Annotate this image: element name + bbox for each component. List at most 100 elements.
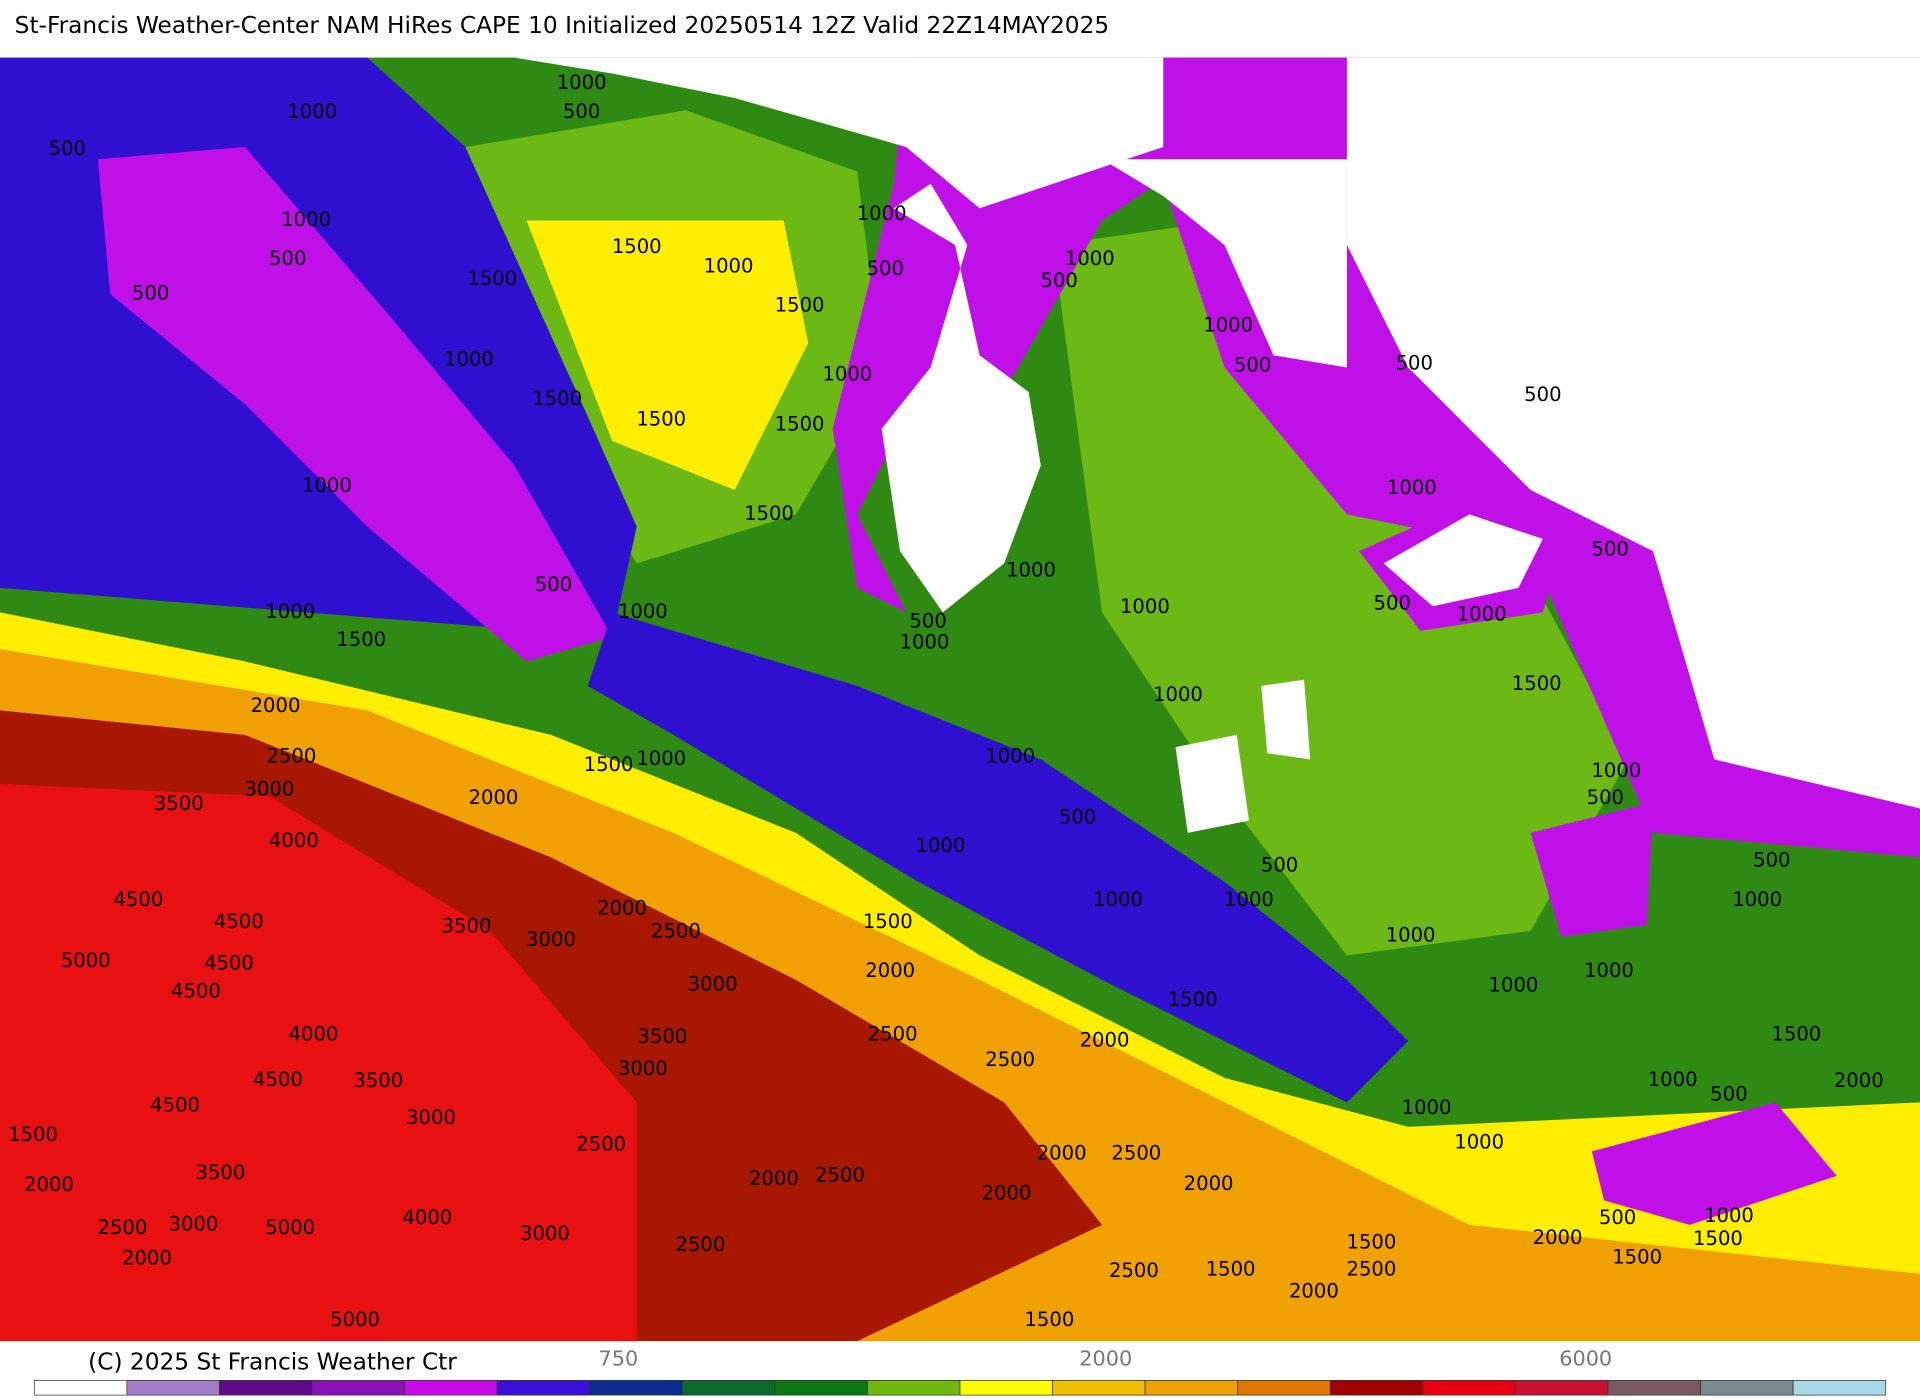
contour-label: 2000 (24, 1173, 74, 1196)
colorbar-swatch (219, 1380, 313, 1396)
colorbar-swatch (774, 1380, 868, 1396)
contour-label: 1500 (612, 235, 662, 258)
contour-label: 1000 (1093, 888, 1143, 911)
contour-label: 5000 (265, 1216, 315, 1239)
contour-label: 500 (563, 100, 600, 123)
contour-label: 2500 (1109, 1259, 1159, 1282)
contour-label: 1000 (1120, 595, 1170, 618)
contour-label: 2000 (1289, 1280, 1339, 1303)
contour-label: 1500 (8, 1123, 58, 1146)
colorbar-swatch (496, 1380, 591, 1396)
contour-label: 1000 (915, 834, 965, 857)
colorbar-swatch (1052, 1380, 1146, 1396)
contour-label: 3500 (638, 1025, 688, 1048)
colorbar-swatch (33, 1380, 128, 1396)
contour-label: 2500 (1347, 1258, 1397, 1281)
contour-label: 1000 (1457, 602, 1507, 625)
title: St-Francis Weather-Center NAM HiRes CAPE… (15, 12, 1109, 39)
contour-label: 1000 (857, 202, 907, 225)
colorbar-swatch (1792, 1380, 1887, 1396)
contour-label: 4500 (150, 1094, 200, 1117)
contour-label: 500 (1234, 354, 1271, 377)
colorbar-swatch (311, 1380, 405, 1396)
contour-label: 1000 (1387, 476, 1437, 499)
contour-label: 1500 (1024, 1308, 1074, 1331)
contour-label: 1000 (618, 600, 668, 623)
contour-label: 3000 (526, 928, 576, 951)
contour-label: 1000 (265, 600, 315, 623)
colorbar-label: 750 (599, 1347, 639, 1371)
contour-label: 1500 (1206, 1258, 1256, 1281)
contour-label: 1000 (985, 744, 1035, 767)
contour-label: 1000 (1732, 888, 1782, 911)
contour-label: 2000 (1080, 1029, 1130, 1052)
contour-label: 3000 (618, 1057, 668, 1080)
contour-label: 4000 (269, 829, 319, 852)
colorbar-swatch (126, 1380, 220, 1396)
contour-label: 1500 (1347, 1231, 1397, 1254)
contour-label: 1000 (1402, 1096, 1452, 1119)
contour-label: 4500 (214, 910, 264, 933)
contour-label: 2000 (865, 959, 915, 982)
contour-label: 4000 (289, 1022, 339, 1045)
contour-label: 2500 (985, 1048, 1035, 1071)
colorbar-label: 2000 (1079, 1347, 1132, 1371)
colorbar-swatch (1329, 1380, 1424, 1396)
contour-label: 1000 (1584, 959, 1634, 982)
contour-label: 1500 (1168, 988, 1218, 1011)
colorbar-swatch (1607, 1380, 1701, 1396)
contour-label: 1000 (1454, 1130, 1504, 1153)
contour-label: 2000 (597, 896, 647, 919)
contour-label: 500 (1710, 1083, 1747, 1106)
contour-label: 1000 (704, 255, 754, 278)
contour-label: 2000 (1533, 1226, 1583, 1249)
contour-label: 3500 (154, 792, 204, 815)
colorbar-swatch (1515, 1380, 1609, 1396)
contour-label: 2500 (868, 1022, 918, 1045)
contour-label: 1500 (532, 387, 582, 410)
contour-label: 500 (132, 281, 169, 304)
colorbar-swatch (404, 1380, 498, 1396)
contour-label: 1500 (636, 408, 686, 431)
contour-label: 500 (867, 257, 904, 280)
colorbar-swatch (1144, 1380, 1239, 1396)
contour-label: 2000 (1834, 1069, 1884, 1092)
contour-label: 3000 (406, 1106, 456, 1129)
contour-label: 2000 (982, 1182, 1032, 1205)
contour-label: 2500 (651, 920, 701, 943)
contour-label: 500 (1040, 269, 1077, 292)
contour-label: 500 (535, 573, 572, 596)
contour-label: 1500 (863, 910, 913, 933)
contour-label: 500 (1374, 591, 1411, 614)
contour-label: 2500 (1111, 1141, 1161, 1164)
contour-label: 500 (269, 247, 306, 270)
contour-label: 5000 (61, 949, 111, 972)
contour-label: 2000 (122, 1247, 172, 1270)
contour-label: 4500 (113, 888, 163, 911)
contour-label: 2500 (675, 1233, 725, 1256)
colorbar: 750 2000 6000 (33, 1347, 1887, 1396)
contour-label: 1000 (1591, 759, 1641, 782)
contour-label: 2500 (98, 1216, 148, 1239)
contour-label: 500 (1261, 853, 1298, 876)
contour-label: 3500 (442, 915, 492, 938)
contour-label: 2000 (251, 694, 301, 717)
contour-label: 1000 (444, 348, 494, 371)
contour-label: 1000 (1648, 1068, 1698, 1091)
contour-label: 500 (1587, 786, 1624, 809)
contour-label: 1000 (1153, 683, 1203, 706)
contour-label: 2000 (749, 1167, 799, 1190)
contour-label: 1500 (1612, 1245, 1662, 1268)
contour-label: 500 (1524, 383, 1561, 406)
contour-label: 2000 (1184, 1172, 1234, 1195)
contour-label: 1000 (287, 100, 337, 123)
contour-label: 500 (1059, 806, 1096, 829)
contour-label: 1000 (1704, 1204, 1754, 1227)
contour-label: 500 (1396, 351, 1433, 374)
contour-label: 1000 (302, 474, 352, 497)
contour-label: 1000 (1065, 247, 1115, 270)
contour-label: 2000 (1037, 1141, 1087, 1164)
contour-label: 500 (909, 610, 946, 633)
